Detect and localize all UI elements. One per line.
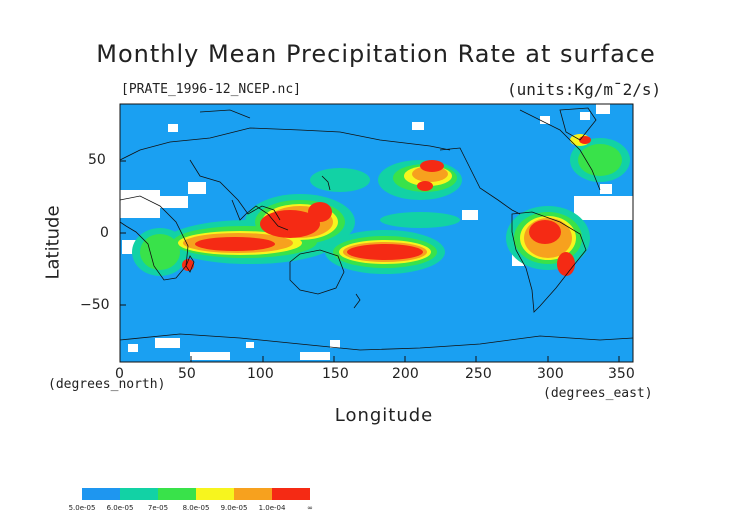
- colorbar-segment: [196, 488, 234, 500]
- x-tick-50: 50: [178, 366, 196, 382]
- plot-area: [119, 103, 634, 363]
- missing-data-areas: [120, 104, 633, 360]
- colorbar-segment: [272, 488, 310, 500]
- x-tick-250: 250: [465, 366, 492, 382]
- colorbar-label: ∞: [307, 504, 313, 512]
- precip-level-1e04: [182, 136, 591, 276]
- plot-title: Monthly Mean Precipitation Rate at surfa…: [96, 40, 656, 68]
- y-tick-minus-50: −50: [80, 297, 110, 313]
- source-filename: [PRATE_1996-12_NCEP.nc]: [121, 82, 302, 97]
- colorbar: [82, 488, 310, 500]
- y-tick-50: 50: [88, 152, 106, 168]
- x-tick-350: 350: [608, 366, 635, 382]
- colorbar-label: 7e-05: [147, 504, 169, 512]
- x-tick-0: 0: [115, 366, 124, 382]
- colorbar-label: 6.0e-05: [106, 504, 134, 512]
- colorbar-segment: [158, 488, 196, 500]
- colorbar-label: 9.0e-05: [220, 504, 248, 512]
- colorbar-segment: [82, 488, 120, 500]
- colorbar-label: 5.0e-05: [68, 504, 96, 512]
- units-label: (units:Kg/m¯2/s): [507, 80, 662, 99]
- x-tick-150: 150: [322, 366, 349, 382]
- colorbar-label: 1.0e-04: [258, 504, 286, 512]
- colorbar-segment: [234, 488, 272, 500]
- coastlines: [119, 107, 634, 351]
- x-tick-200: 200: [392, 366, 419, 382]
- x-axis-unit: (degrees_east): [543, 386, 653, 401]
- x-tick-300: 300: [537, 366, 564, 382]
- x-axis-label: Longitude: [334, 405, 434, 426]
- axis-ticks: [119, 160, 620, 362]
- y-tick-0: 0: [100, 225, 109, 241]
- colorbar-label: 8.0e-05: [182, 504, 210, 512]
- colorbar-segment: [120, 488, 158, 500]
- x-tick-100: 100: [247, 366, 274, 382]
- y-axis-unit: (degrees_north): [48, 377, 166, 392]
